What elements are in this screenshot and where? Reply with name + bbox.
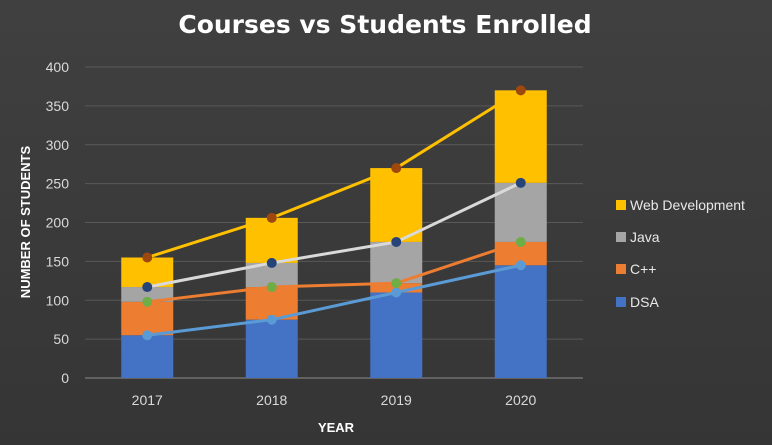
y-tick-label: 350 [46,98,70,114]
bar-segment-dsa [494,265,547,378]
y-tick-label: 100 [46,292,70,308]
y-tick-label: 0 [61,370,69,386]
data-point-web-development [142,252,153,263]
series-line-java [145,181,523,289]
data-point-c- [142,296,153,307]
y-axis-label: NUMBER OF STUDENTS [18,145,33,298]
y-tick-label: 300 [46,137,70,153]
bar-segment-java [121,287,174,302]
bar-segment-web-development [245,217,298,263]
x-tick-label: 2019 [381,392,412,408]
legend-label-web-development: Web Development [630,197,745,213]
chart-title: Courses vs Students Enrolled [178,10,591,39]
y-tick-label: 150 [46,253,70,269]
y-tick-label: 50 [53,331,69,347]
legend-label-java: Java [630,229,660,245]
legend-swatch-dsa [616,297,626,307]
legend: Web Development Java C++ DSA [616,197,745,310]
data-point-c- [391,278,402,289]
legend-label-c-: C++ [630,261,656,277]
series-lines [142,85,526,341]
bar-segment-dsa [370,292,423,378]
series-line-dsa [145,263,523,337]
series-line-web-development [145,88,523,259]
data-point-c- [515,236,526,247]
data-point-dsa [142,330,153,341]
y-tick-label: 200 [46,215,70,231]
data-point-java [391,236,402,247]
series-line-c- [145,240,523,304]
data-point-web-development [266,212,277,223]
data-point-c- [266,282,277,293]
data-point-dsa [266,314,277,325]
bar-segment-dsa [245,319,298,378]
legend-swatch-c- [616,264,626,274]
legend-swatch-web-development [616,200,626,210]
legend-label-dsa: DSA [630,294,659,310]
stacked-bars [121,90,547,378]
y-tick-label: 400 [46,59,70,75]
bar-segment-c- [245,287,298,320]
legend-swatch-java [616,232,626,242]
y-tick-label: 250 [46,176,70,192]
data-point-java [266,257,277,268]
axis-ticks: 0 50 100 150 200 250 300 350 400 2017 2018 2019 2020 [46,59,537,408]
bar-segment-web-development [494,90,547,183]
data-point-dsa [391,287,402,298]
x-tick-label: 2017 [132,392,163,408]
data-point-java [515,177,526,188]
data-point-dsa [515,260,526,271]
x-tick-label: 2020 [505,392,536,408]
data-point-web-development [515,85,526,96]
data-point-java [142,282,153,293]
x-axis-label: YEAR [318,420,355,435]
x-tick-label: 2018 [256,392,287,408]
bar-segment-web-development [370,168,423,242]
bar-segment-c- [121,301,174,336]
bar-segment-dsa [121,335,174,378]
data-point-web-development [391,163,402,174]
